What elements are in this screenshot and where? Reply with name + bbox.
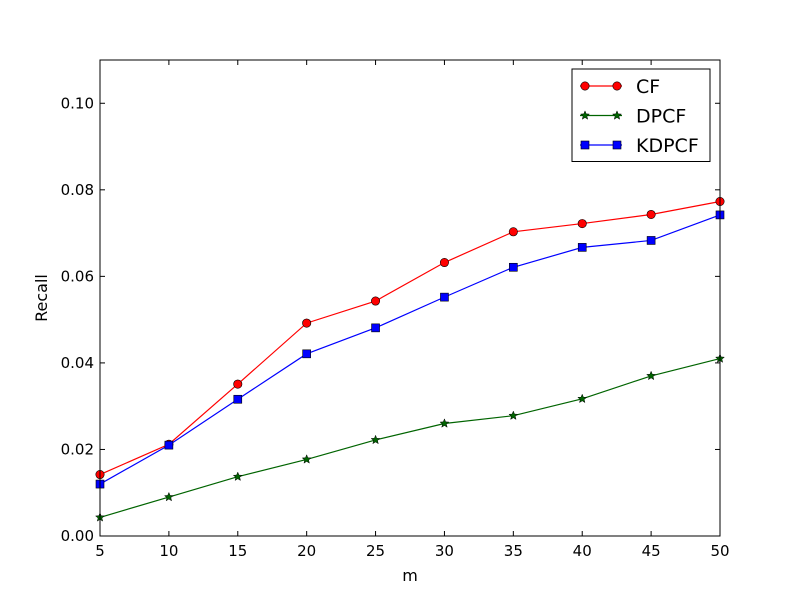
plot-frame [99, 59, 721, 537]
data-point-cf [371, 296, 381, 306]
data-point-dpcf [439, 418, 450, 428]
data-point-kdpcf [509, 262, 518, 272]
legend-item-dpcf: DPCF [579, 106, 686, 128]
x-tick-label: 50 [710, 542, 729, 560]
x-tick-label: 30 [435, 542, 454, 560]
series-line-kdpcf [99, 214, 721, 485]
legend-marker [580, 81, 590, 91]
legend-item-kdpcf: KDPCF [580, 135, 699, 157]
series-line-dpcf [99, 357, 721, 518]
data-point-cf [233, 379, 243, 389]
data-point-dpcf [508, 410, 519, 420]
y-tick-label: 0.04 [61, 354, 94, 372]
data-point-kdpcf [440, 292, 449, 302]
data-point-kdpcf [164, 440, 174, 450]
y-tick-label: 0.06 [61, 267, 94, 285]
legend-marker [580, 140, 590, 150]
data-point-dpcf [232, 471, 243, 481]
legend-marker [612, 140, 622, 150]
x-tick-label: 20 [297, 542, 316, 560]
y-axis-label: Recall [32, 274, 51, 322]
x-tick-label: 25 [366, 542, 385, 560]
data-point-kdpcf [233, 394, 243, 404]
x-tick-label: 45 [642, 542, 661, 560]
data-point-dpcf [163, 491, 174, 502]
y-tick-label: 0.02 [61, 440, 94, 458]
data-point-cf [646, 209, 656, 219]
data-point-kdpcf [302, 349, 311, 359]
legend-label: KDPCF [636, 135, 699, 157]
legend-item-cf: CF [580, 76, 660, 98]
x-tick-label: 15 [228, 542, 247, 560]
x-tick-label: 40 [573, 542, 592, 560]
data-point-kdpcf [371, 323, 380, 333]
legend-marker [612, 81, 622, 91]
series-layer [94, 197, 726, 522]
data-point-cf [302, 318, 312, 328]
data-point-kdpcf [577, 243, 587, 252]
data-point-cf [508, 227, 518, 237]
y-tick-label: 0.00 [61, 527, 94, 545]
data-point-dpcf [577, 393, 588, 404]
legend-label: CF [636, 76, 660, 98]
series-line-cf [99, 200, 721, 476]
legend: CF DPCF KDPCF [571, 68, 711, 162]
legend-marker [611, 110, 623, 120]
y-tick-label: 0.08 [61, 181, 94, 199]
data-point-kdpcf [646, 236, 656, 245]
data-point-dpcf [301, 454, 312, 464]
data-point-dpcf [370, 434, 381, 445]
y-tick-label: 0.10 [61, 94, 94, 112]
data-point-cf [577, 219, 587, 229]
axes-layer: 5 10 15 20 25 30 35 40 45 50 0.00 0.02 0.04 0.06 0.08 0… [61, 60, 730, 560]
x-axis-label: m [402, 566, 418, 585]
x-tick-label: 10 [159, 542, 178, 560]
data-point-dpcf [646, 370, 657, 381]
x-tick-label: 35 [504, 542, 523, 560]
x-tick-label: 5 [95, 542, 105, 560]
data-point-cf [439, 258, 449, 268]
legend-marker [579, 110, 591, 120]
legend-label: DPCF [636, 106, 686, 128]
